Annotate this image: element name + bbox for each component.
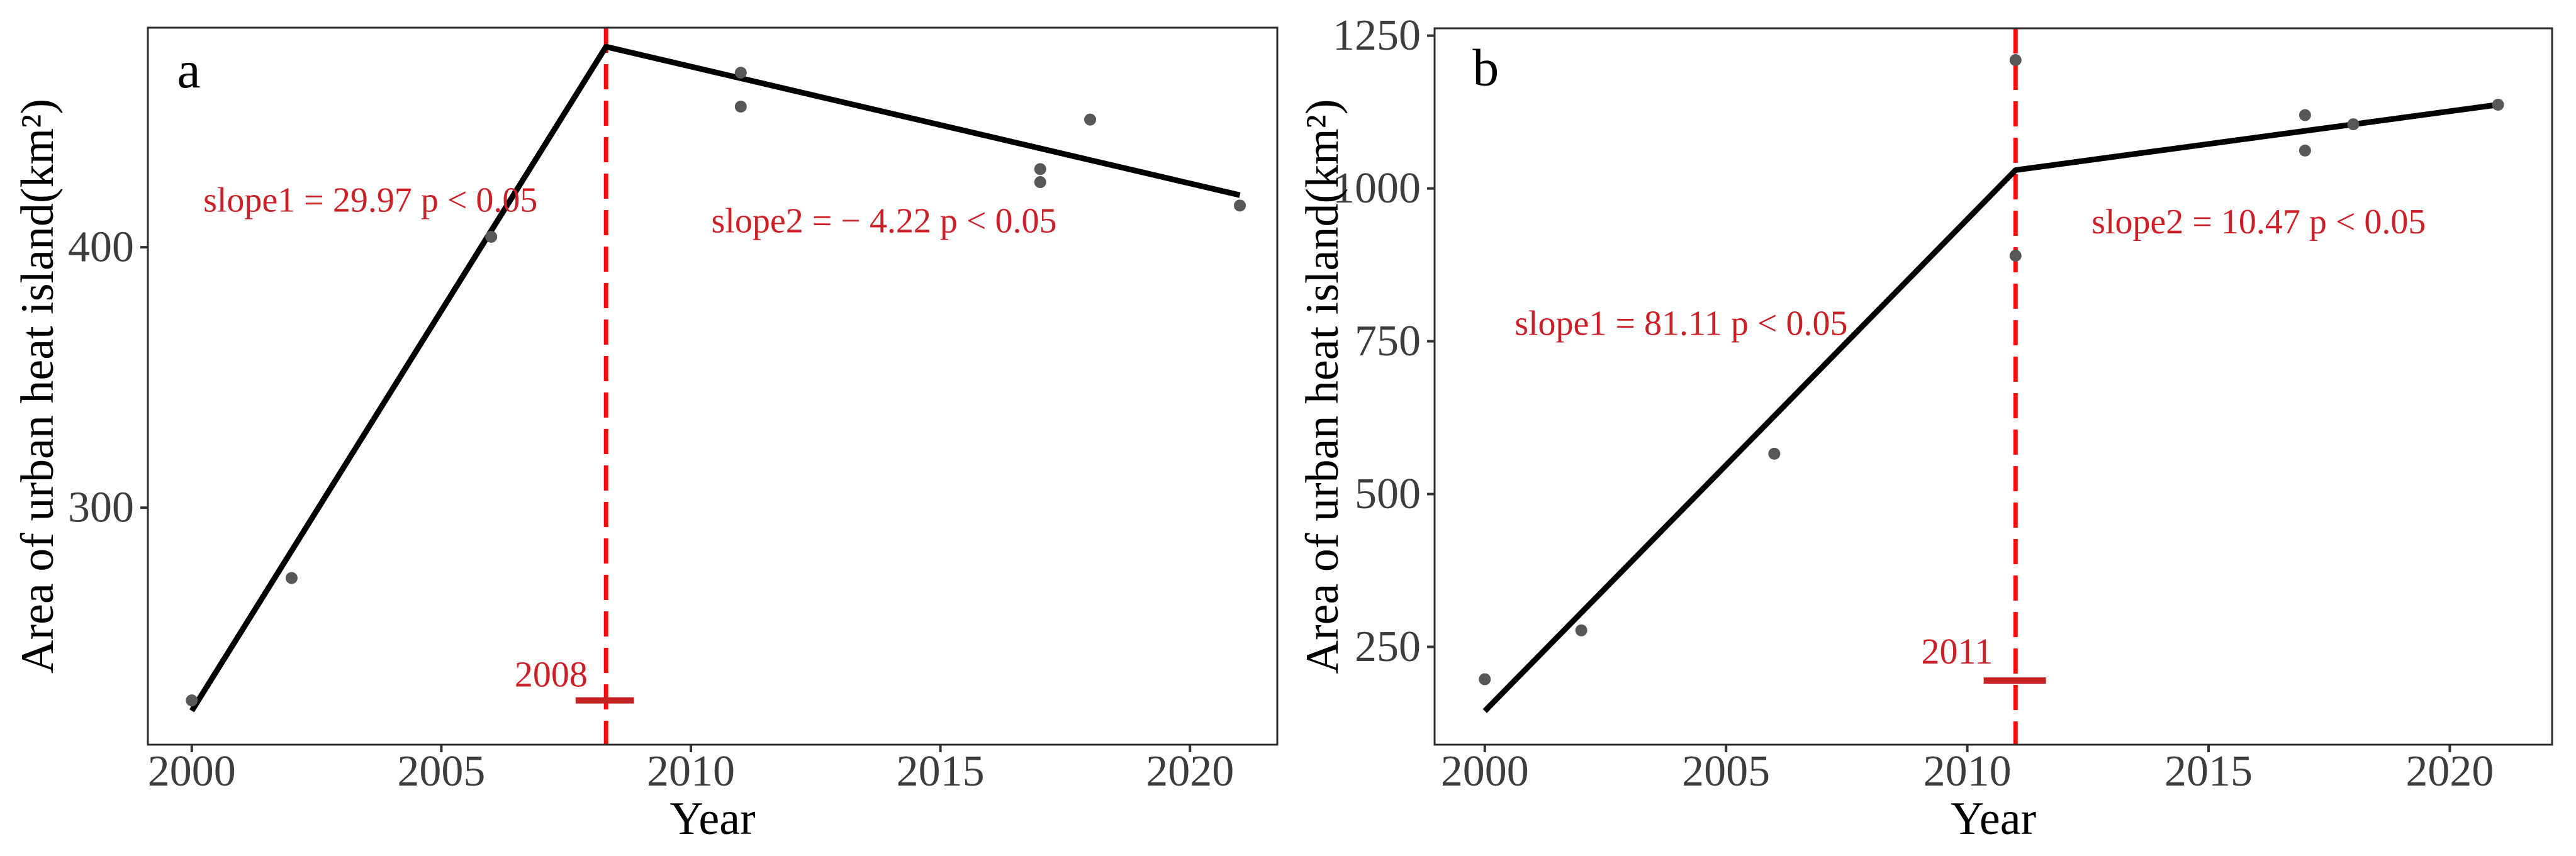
x-axis-title: Year bbox=[1951, 793, 2036, 845]
x-tick-label: 2010 bbox=[1924, 747, 2012, 796]
data-point bbox=[2492, 98, 2504, 111]
trend-line bbox=[189, 43, 1241, 713]
plot-border bbox=[147, 26, 1279, 746]
panel-label: b bbox=[1472, 39, 1499, 97]
data-point bbox=[2347, 118, 2360, 131]
y-tick-label: 250 bbox=[1355, 623, 1421, 671]
y-tick-label: 1250 bbox=[1333, 11, 1421, 60]
x-tick-label: 2005 bbox=[1682, 747, 1770, 796]
data-point bbox=[1234, 199, 1246, 212]
slope2-annotation: slope2 = − 4.22 p < 0.05 bbox=[711, 202, 1056, 241]
y-tick-label: 300 bbox=[68, 484, 134, 532]
trend-line bbox=[1482, 102, 2499, 713]
x-axis-title: Year bbox=[669, 793, 755, 845]
slope1-annotation: slope1 = 29.97 p < 0.05 bbox=[203, 181, 537, 220]
breakpoint-year-label: 2008 bbox=[515, 654, 588, 695]
data-point bbox=[734, 67, 747, 79]
y-tick-label: 500 bbox=[1355, 470, 1421, 518]
x-tick-label: 2015 bbox=[2164, 747, 2253, 796]
y-axis-title: Area of urban heat island(km²) bbox=[1297, 99, 1348, 674]
slope2-annotation: slope2 = 10.47 p < 0.05 bbox=[2092, 203, 2426, 242]
y-tick-label: 400 bbox=[68, 223, 134, 272]
y-axis-title: Area of urban heat island(km²) bbox=[12, 99, 64, 674]
x-tick-label: 2015 bbox=[897, 747, 985, 796]
data-point bbox=[2299, 144, 2311, 157]
data-point bbox=[485, 231, 498, 243]
data-point bbox=[1034, 163, 1046, 175]
panel-a-chart: 2008 slope1 = 29.97 p < 0.05 slope2 = − 4.… bbox=[12, 26, 1279, 845]
data-point bbox=[734, 100, 747, 113]
data-point bbox=[285, 572, 298, 584]
x-tick-label: 2005 bbox=[397, 747, 485, 796]
data-point bbox=[1034, 176, 1046, 189]
data-point bbox=[2009, 250, 2022, 262]
x-tick-label: 2020 bbox=[1146, 747, 1234, 796]
x-tick-label: 2000 bbox=[1441, 747, 1529, 796]
plot-border bbox=[1433, 27, 2553, 746]
data-point bbox=[186, 694, 198, 707]
panel-label: a bbox=[177, 41, 200, 99]
breakpoint-year-label: 2011 bbox=[1922, 631, 1993, 672]
y-tick-label: 750 bbox=[1355, 317, 1421, 365]
data-point bbox=[1084, 113, 1097, 126]
x-tick-label: 2000 bbox=[148, 747, 236, 796]
data-point bbox=[1479, 673, 1491, 686]
y-tick-label: 1000 bbox=[1333, 164, 1421, 213]
data-point bbox=[1768, 447, 1781, 460]
x-tick-label: 2010 bbox=[647, 747, 735, 796]
data-point bbox=[2009, 54, 2022, 67]
data-point bbox=[1575, 624, 1588, 636]
x-tick-label: 2020 bbox=[2405, 747, 2494, 796]
panel-b-chart: 2011 slope1 = 81.11 p < 0.05 slope2 = 10.4… bbox=[1297, 11, 2553, 845]
data-point bbox=[2299, 109, 2311, 121]
slope1-annotation: slope1 = 81.11 p < 0.05 bbox=[1515, 304, 1847, 343]
